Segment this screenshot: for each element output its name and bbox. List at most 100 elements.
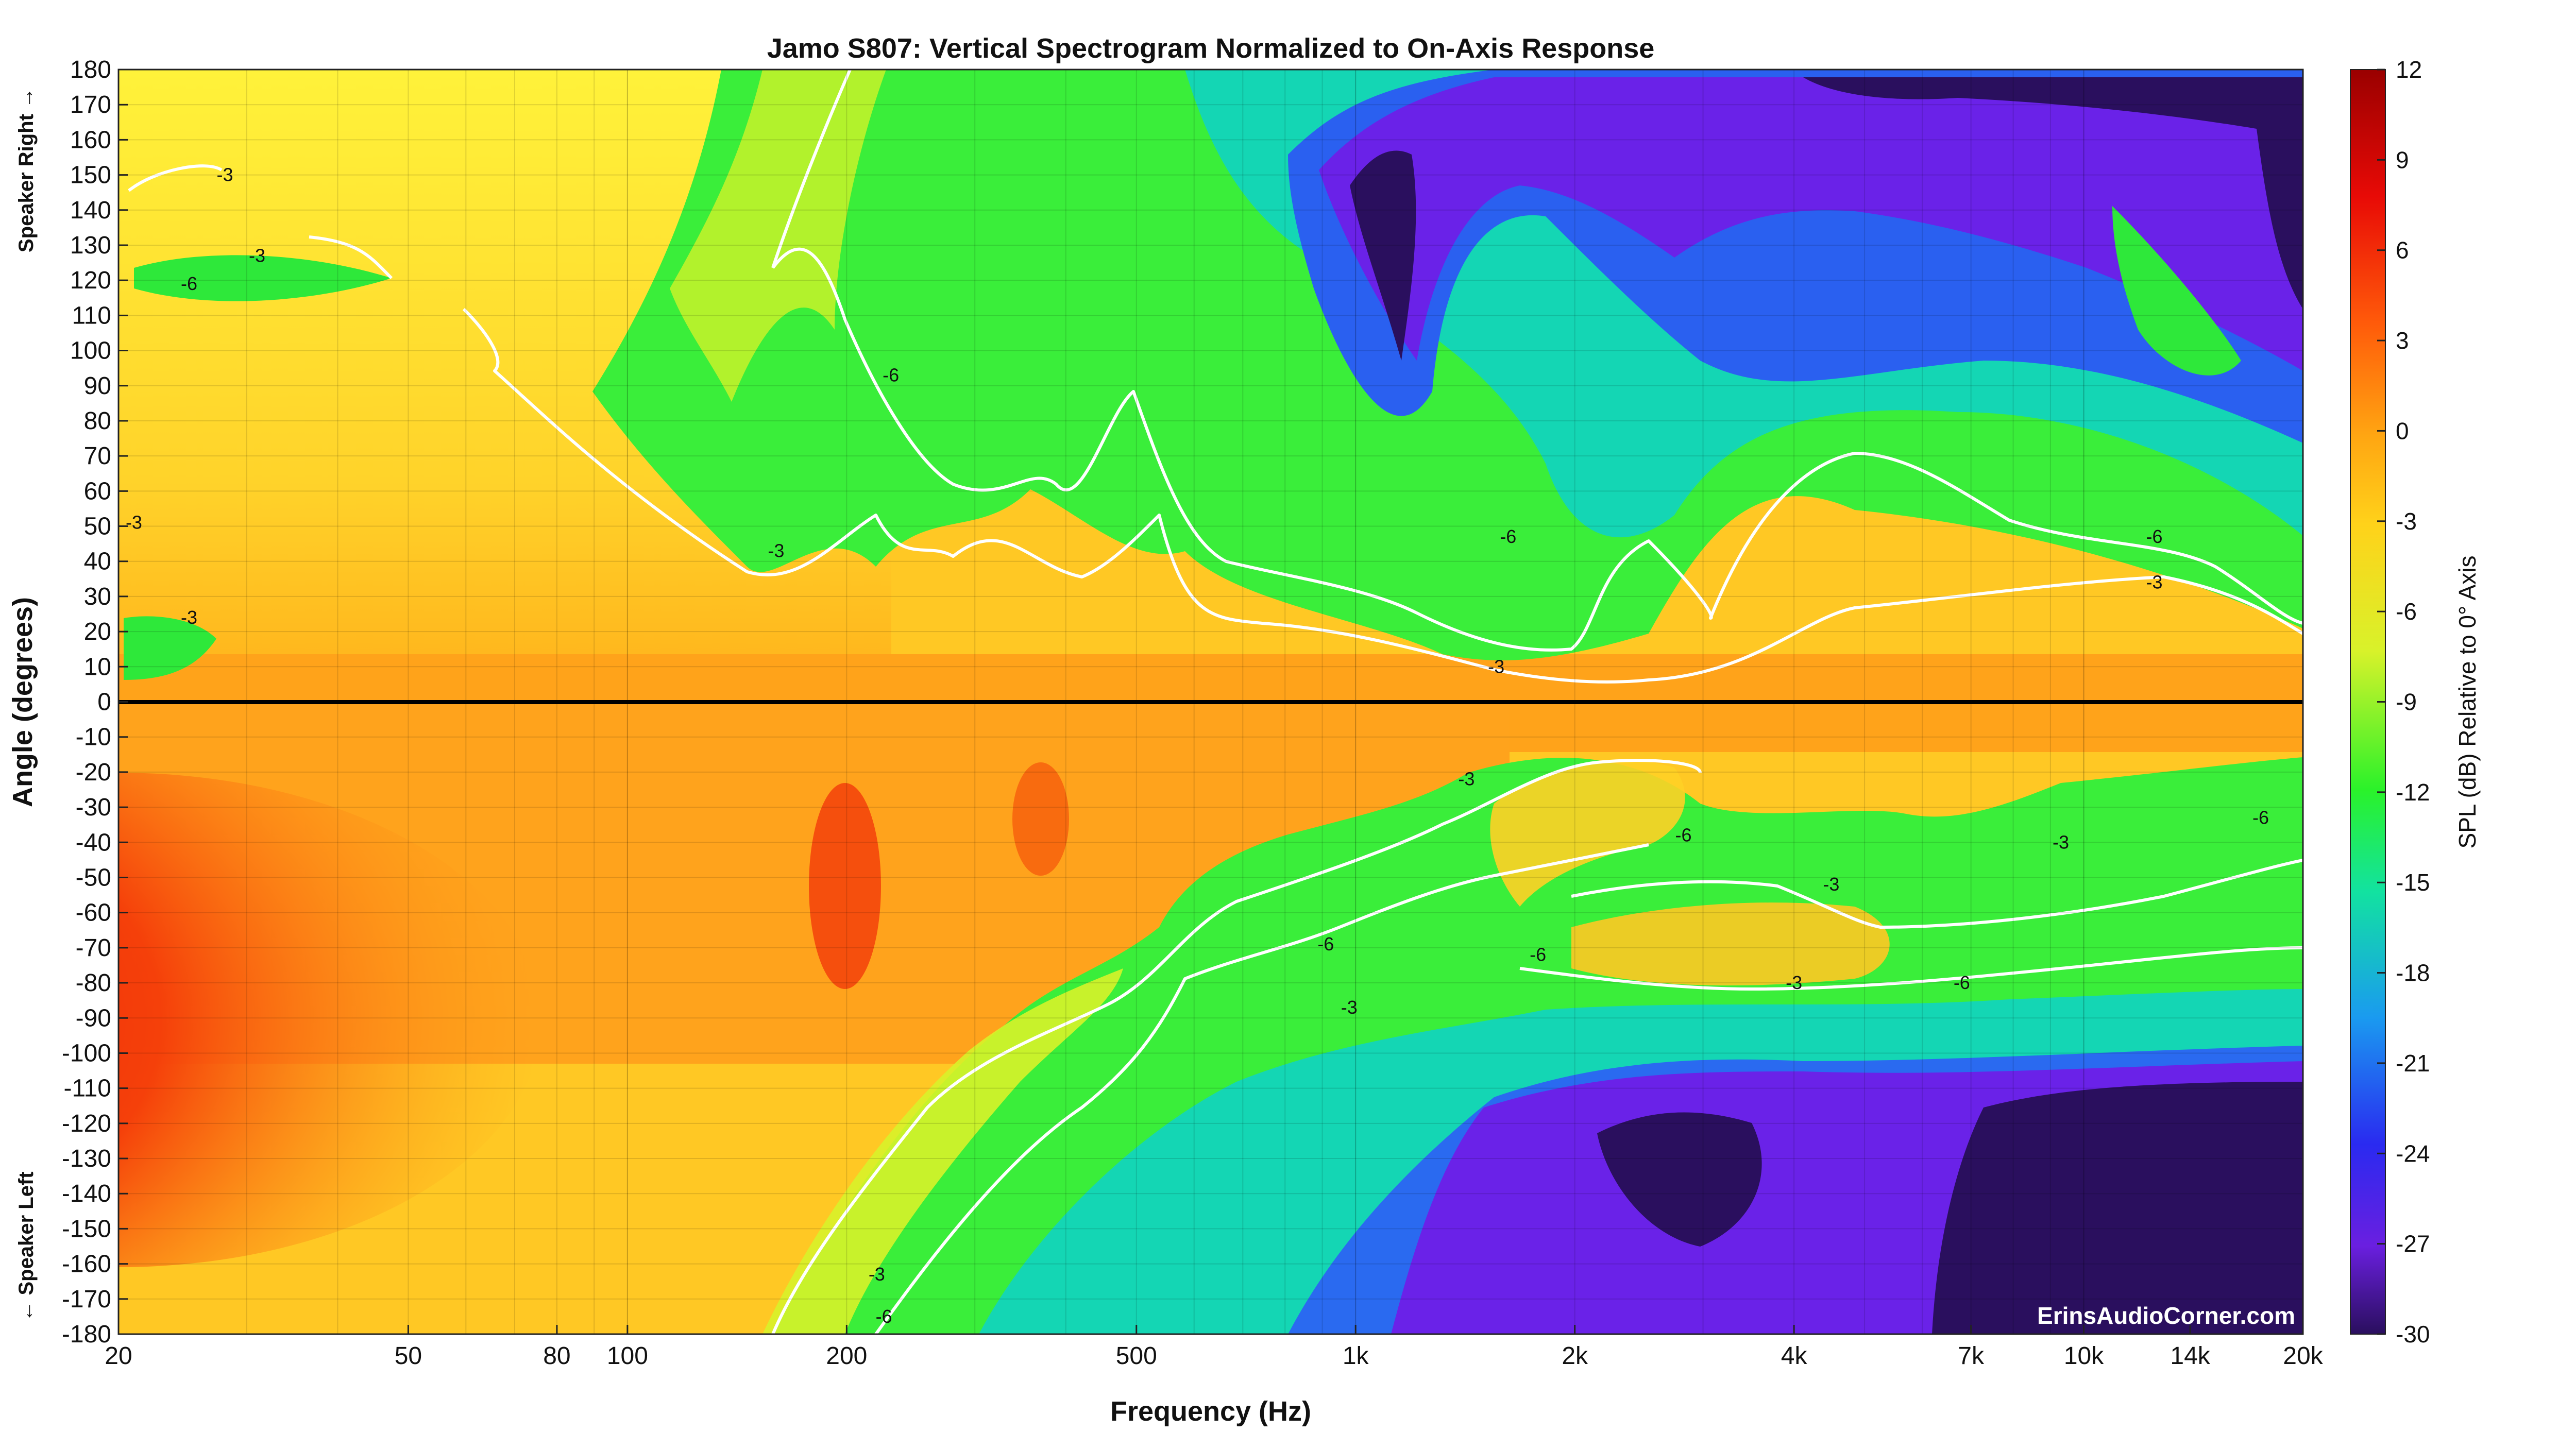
lower-yellow-edge xyxy=(762,968,1123,1334)
y-tick-label: 30 xyxy=(84,583,111,610)
colorbar-tick-label: 6 xyxy=(2396,237,2409,264)
contour-label: -6 xyxy=(1500,526,1516,547)
y-tick-label: -60 xyxy=(76,899,111,927)
y-tick-label: -130 xyxy=(62,1145,111,1172)
x-tick-label: 14k xyxy=(2170,1342,2210,1370)
x-tick-label: 20 xyxy=(105,1342,132,1370)
contour-label: -3 xyxy=(768,540,784,561)
contour-label: -3 xyxy=(1823,874,1839,895)
contour-lower-minus3 xyxy=(771,759,2303,1334)
colorbar-tick-label: -21 xyxy=(2396,1050,2430,1077)
x-axis-label: Frequency (Hz) xyxy=(1110,1396,1311,1427)
upper-dark-pocket xyxy=(1350,150,1416,361)
y-tick-label: 40 xyxy=(84,548,111,575)
x-tick-label: 100 xyxy=(607,1342,648,1370)
contour-label: -3 xyxy=(217,164,233,185)
x-tick-label: 2k xyxy=(1562,1342,1588,1370)
x-tick-label: 4k xyxy=(1781,1342,1808,1370)
y-tick-label: -30 xyxy=(76,794,111,821)
contour-label: -3 xyxy=(249,245,265,266)
upper-green-lobe-120deg xyxy=(134,255,392,301)
lower-dark-region xyxy=(1932,1082,2303,1334)
x-tick-label: 10k xyxy=(2064,1342,2104,1370)
y-tick-label: -20 xyxy=(76,759,111,786)
contour-lines xyxy=(128,70,2303,1334)
y-tick-label: 150 xyxy=(70,162,111,189)
colorbar-tick-label: 9 xyxy=(2396,146,2409,173)
lower-dark-pocket-mid xyxy=(1597,1112,1762,1247)
x-tick-label: 200 xyxy=(826,1342,867,1370)
y-tick-label: 140 xyxy=(70,197,111,224)
contour-label: -6 xyxy=(876,1306,892,1327)
y-tick-label: -10 xyxy=(76,724,111,751)
contour-label: -6 xyxy=(1675,825,1692,846)
y-tick-label: -150 xyxy=(62,1215,111,1242)
x-tick-label: 7k xyxy=(1958,1342,1985,1370)
contour-label: -6 xyxy=(883,364,899,385)
y-tick-label: 60 xyxy=(84,478,111,505)
speaker-right-label: Speaker Right → xyxy=(15,88,38,252)
contour-label: -3 xyxy=(1341,997,1358,1018)
grid-lines xyxy=(118,70,2303,1334)
watermark: ErinsAudioCorner.com xyxy=(2037,1302,2295,1329)
y-tick-label: -100 xyxy=(62,1039,111,1067)
contour-lower-minus6 xyxy=(874,843,2303,1334)
y-tick-label: -90 xyxy=(76,1004,111,1032)
colorbar-label: SPL (dB) Relative to 0° Axis xyxy=(2454,556,2481,849)
y-tick-label: -50 xyxy=(76,864,111,891)
contour-label: -3 xyxy=(1458,769,1475,790)
y-tick-label: 160 xyxy=(70,126,111,154)
contour-label: -6 xyxy=(2252,807,2269,828)
contour-label: -3 xyxy=(181,607,197,628)
contour-label: -3 xyxy=(1488,656,1504,677)
contour-labels: -3 -3 -6 -3 -3 -6 -3 -6 -3 -3 -6 -6 -3 -6 -3 -3 -6 -3 -6 -3… xyxy=(126,164,2269,1327)
lower-yellow-island xyxy=(1490,760,1685,907)
x-tick-label: 80 xyxy=(543,1342,570,1370)
colorbar-tick-label: 12 xyxy=(2396,56,2422,83)
y-tick-label: 110 xyxy=(72,302,111,329)
y-tick-label: 130 xyxy=(70,232,111,259)
low-frequency-red-lobe xyxy=(118,773,541,1267)
colorbar-tick-label: -9 xyxy=(2396,689,2417,715)
y-tick-label: 100 xyxy=(70,337,111,365)
y-tick-label: 90 xyxy=(84,372,111,400)
colorbar-tick-label: -24 xyxy=(2396,1140,2430,1167)
y-tick-label: -170 xyxy=(62,1286,111,1313)
chart-title: Jamo S807: Vertical Spectrogram Normaliz… xyxy=(767,33,1655,64)
y-tick-label: 80 xyxy=(84,407,111,435)
y-tick-label: 20 xyxy=(84,618,111,645)
red-lobe-200hz xyxy=(809,783,881,989)
x-tick-label: 1k xyxy=(1343,1342,1369,1370)
upper-dark-region xyxy=(1803,77,2303,309)
colorbar-tick-label: -6 xyxy=(2396,598,2417,625)
colorbar-tick-label: -30 xyxy=(2396,1321,2430,1348)
colorbar-ticks: 12 9 6 3 0 -3 -6 -9 -12 -15 -18 -21 -24 -27 -30 xyxy=(2377,56,2430,1348)
y-tick-label: 0 xyxy=(97,689,111,716)
x-tick-label: 50 xyxy=(395,1342,422,1370)
x-tick-label: 500 xyxy=(1116,1342,1157,1370)
upper-yellowgreen-edge xyxy=(670,70,886,402)
contour-label: -6 xyxy=(1954,972,1970,993)
upper-purple-region xyxy=(1319,77,2303,371)
contour-label: -3 xyxy=(869,1264,885,1285)
y-tick-label: -40 xyxy=(76,829,111,856)
contour-label: -3 xyxy=(1786,972,1802,993)
y-tick-label: 170 xyxy=(70,91,111,118)
y-tick-label: 120 xyxy=(70,267,111,294)
y-tick-label: -70 xyxy=(76,934,111,962)
colorbar-tick-label: -12 xyxy=(2396,779,2430,806)
contour-label: -3 xyxy=(2146,572,2163,593)
y-tick-label: -140 xyxy=(62,1180,111,1207)
colorbar-tick-label: 0 xyxy=(2396,417,2409,444)
y-tick-label: -180 xyxy=(62,1321,111,1348)
x-axis-ticks: 20 50 80 100 200 500 1k 2k 4k 7k 10k 14k 20k xyxy=(105,1325,2324,1370)
contour-label: -3 xyxy=(2053,831,2069,853)
y-tick-label: -160 xyxy=(62,1251,111,1278)
contour-label: -6 xyxy=(181,273,197,294)
y-tick-label: 50 xyxy=(84,513,111,540)
y-axis-ticks: 1801701601501401301201101009080706050403… xyxy=(62,56,128,1348)
red-lobe-350hz xyxy=(1012,762,1069,876)
speaker-left-label: ← Speaker Left xyxy=(15,1171,38,1321)
colorbar-tick-label: -27 xyxy=(2396,1231,2430,1257)
